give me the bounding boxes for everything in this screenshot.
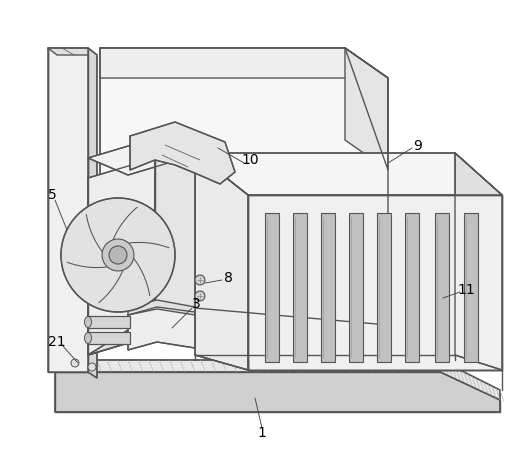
Ellipse shape <box>85 317 92 328</box>
Polygon shape <box>195 153 248 370</box>
Circle shape <box>195 275 205 285</box>
Polygon shape <box>128 300 195 315</box>
Polygon shape <box>55 360 500 400</box>
Text: 3: 3 <box>191 297 200 311</box>
Polygon shape <box>455 153 502 370</box>
Polygon shape <box>321 213 335 362</box>
Polygon shape <box>88 332 130 344</box>
Polygon shape <box>293 213 307 362</box>
Polygon shape <box>248 195 502 370</box>
Polygon shape <box>349 213 363 362</box>
Polygon shape <box>195 153 502 195</box>
Polygon shape <box>435 213 449 362</box>
Text: 9: 9 <box>413 139 422 153</box>
Text: 21: 21 <box>48 335 66 349</box>
Polygon shape <box>100 48 388 78</box>
Text: 11: 11 <box>457 283 475 297</box>
Polygon shape <box>405 213 419 362</box>
Polygon shape <box>48 48 97 55</box>
Polygon shape <box>88 310 195 355</box>
Circle shape <box>195 291 205 301</box>
Circle shape <box>71 359 79 367</box>
Circle shape <box>61 198 175 312</box>
Text: 8: 8 <box>224 271 232 285</box>
Polygon shape <box>345 48 388 170</box>
Polygon shape <box>128 307 195 350</box>
Polygon shape <box>88 316 130 328</box>
Text: 5: 5 <box>48 188 56 202</box>
Ellipse shape <box>85 333 92 344</box>
Polygon shape <box>88 158 155 355</box>
Polygon shape <box>100 48 388 325</box>
Circle shape <box>102 239 134 271</box>
Polygon shape <box>88 138 195 175</box>
Polygon shape <box>130 122 235 184</box>
Polygon shape <box>377 213 391 362</box>
Polygon shape <box>464 213 478 362</box>
Polygon shape <box>265 213 279 362</box>
Text: 1: 1 <box>258 426 267 440</box>
Polygon shape <box>55 372 500 412</box>
Circle shape <box>88 363 96 371</box>
Polygon shape <box>88 48 97 378</box>
Text: 10: 10 <box>241 153 259 167</box>
Circle shape <box>109 246 127 264</box>
Polygon shape <box>48 48 88 372</box>
Polygon shape <box>155 138 195 333</box>
